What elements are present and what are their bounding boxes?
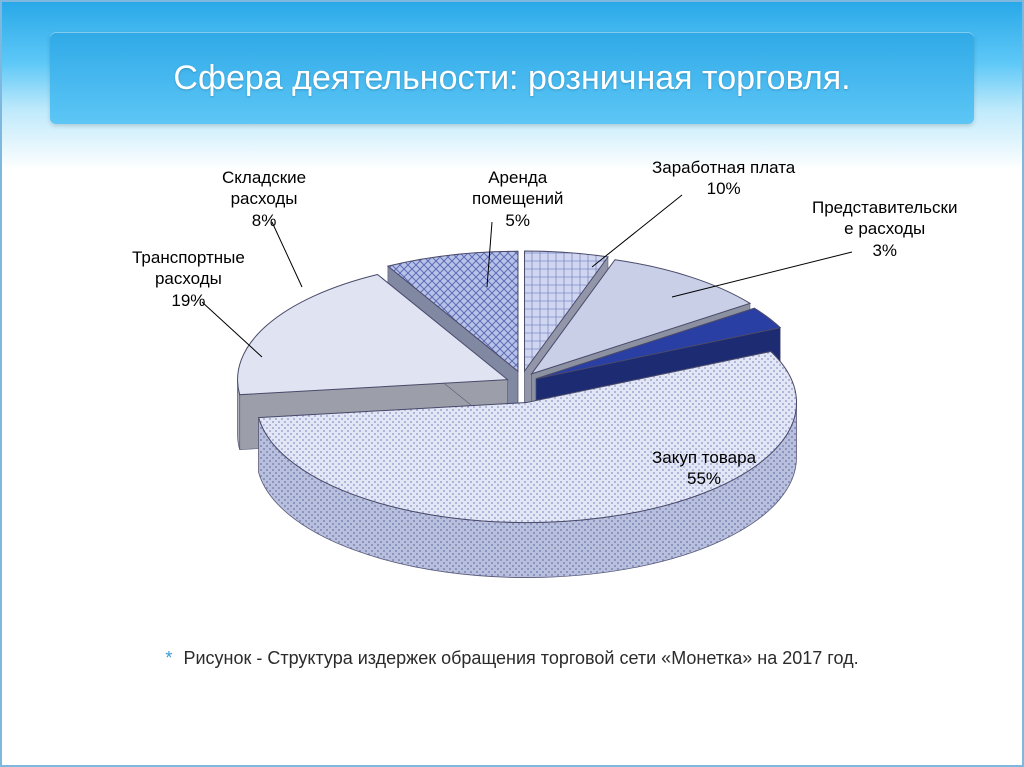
label-zarplata: Заработная плата 10% xyxy=(652,157,795,200)
slide-frame: Сфера деятельности: розничная торговля. xyxy=(0,0,1024,767)
pie-chart-3d: Аренда помещений 5%Заработная плата 10%П… xyxy=(92,157,932,597)
slide-title: Сфера деятельности: розничная торговля. xyxy=(50,32,974,124)
label-arenda: Аренда помещений 5% xyxy=(472,167,563,231)
bullet-icon: * xyxy=(165,648,172,668)
label-transport: Транспортные расходы 19% xyxy=(132,247,245,311)
label-predst: Представительски е расходы 3% xyxy=(812,197,957,261)
caption: * Рисунок - Структура издержек обращения… xyxy=(2,648,1022,669)
label-zakup: Закуп товара 55% xyxy=(652,447,756,490)
label-sklad: Складские расходы 8% xyxy=(222,167,306,231)
caption-text: Рисунок - Структура издержек обращения т… xyxy=(183,648,858,668)
